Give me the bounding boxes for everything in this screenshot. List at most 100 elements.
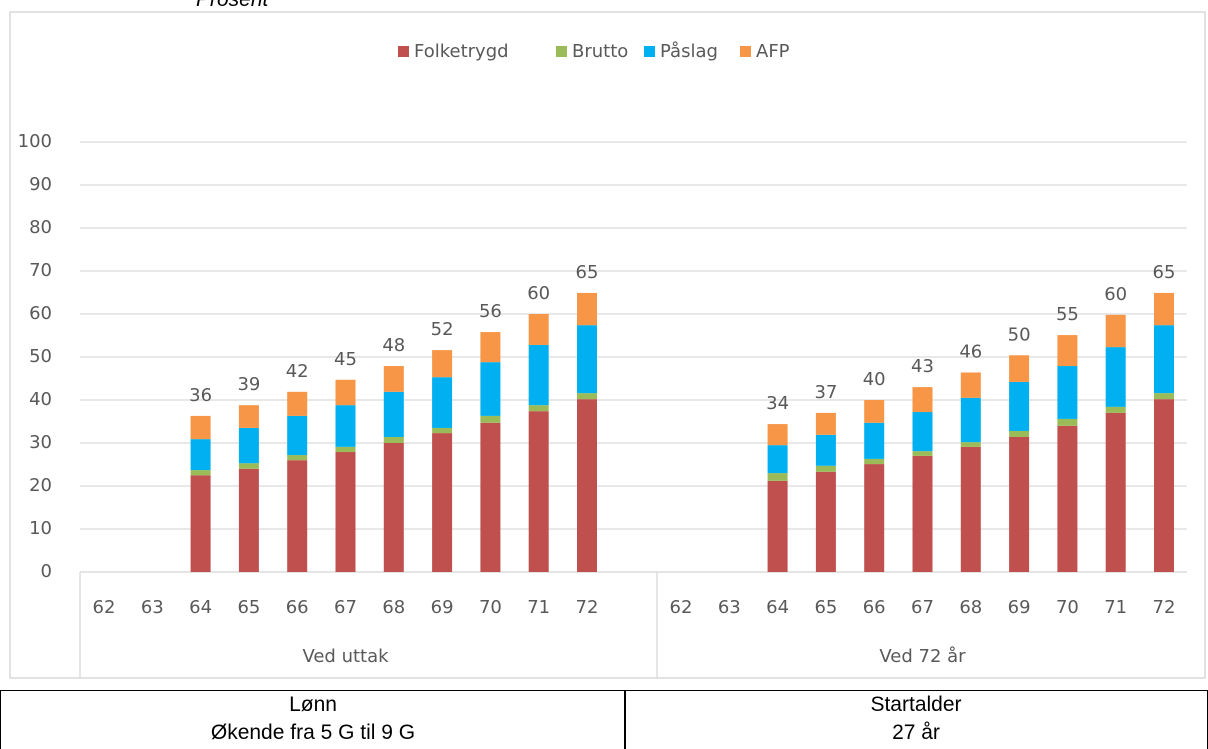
bar-segment [238,468,259,572]
bar-segment [335,452,356,572]
total-label: 43 [911,356,934,377]
y-tick-label: 30 [29,432,52,453]
y-tick-label: 40 [29,389,52,410]
y-tick-label: 10 [29,518,52,539]
bar-segment [864,458,885,465]
bar-segment [577,325,597,394]
bar-segment [190,439,211,471]
bar-segment [815,434,836,466]
cell-line: Startalder [870,693,962,716]
x-tick-label: 64 [189,597,212,618]
bar-segment [1105,347,1126,407]
bar-segment [864,464,885,572]
cell-line: Økende fra 5 G til 9 G [210,721,416,744]
bar-segment [1154,399,1174,572]
table-cell: Lønn Økende fra 5 G til 9 G [0,690,626,749]
x-tick-label: 62 [93,597,116,618]
x-tick-label: 69 [1008,597,1031,618]
legend-label: Påslag [660,41,718,62]
total-label: 65 [1153,262,1176,283]
bar-segment [1057,335,1078,367]
x-tick-label: 65 [237,597,260,618]
total-label: 39 [237,374,260,395]
table-cell: Startalder 27 år [624,690,1208,749]
legend-swatch [740,46,751,57]
total-label: 55 [1056,304,1079,325]
bar-segment [912,412,933,452]
bar-segment [480,332,501,363]
total-label: 52 [431,319,454,340]
bar-segment [190,475,211,572]
bar-segment [335,405,356,447]
bar-segment [383,436,404,443]
bar-segment [960,442,981,447]
legend-swatch [398,46,409,57]
bar-segment [1009,430,1030,437]
bar-segment [528,411,549,572]
bar-segment [383,391,404,437]
x-tick-label: 67 [911,597,934,618]
y-tick-label: 0 [41,561,52,582]
bar-segment [767,473,788,481]
group-label: Ved 72 år [879,646,966,667]
bar-segment [238,463,259,469]
bar-segment [528,344,549,406]
chart-border [9,11,1206,679]
bar-segment [190,415,211,440]
y-tick-label: 90 [29,174,52,195]
bar-segment [238,427,259,464]
total-label: 36 [189,385,212,406]
table: Lønn Økende fra 5 G til 9 G Startalder 2… [0,690,1208,749]
bar-segment [912,387,933,413]
bar-segment [1154,292,1174,326]
bar-segment [238,405,259,428]
bar-segment [528,314,549,345]
bar-segment [815,412,836,435]
bar-segment [577,399,597,572]
bar-segment [528,405,549,412]
x-tick-label: 71 [1104,597,1127,618]
total-label: 60 [1104,284,1127,305]
bar-segment [287,460,308,572]
x-tick-label: 67 [334,597,357,618]
x-tick-label: 68 [382,597,405,618]
y-axis-label: Prosent [196,0,268,12]
bar-segment [1057,425,1078,572]
bar-segment [383,443,404,572]
bar-segment [960,446,981,572]
x-tick-label: 70 [1056,597,1079,618]
bar-segment [190,470,211,476]
total-label: 65 [576,262,599,283]
bar-segment [480,422,501,572]
x-tick-label: 63 [141,597,164,618]
bar-segment [1009,381,1030,431]
legend-swatch [644,46,655,57]
x-tick-label: 69 [431,597,454,618]
bar-segment [1105,412,1126,572]
bar-segment [383,366,404,392]
bar-segment [1009,355,1030,382]
bar-segment [1009,436,1030,572]
x-tick-label: 65 [814,597,837,618]
bar-segment [287,391,308,416]
chart: 0 10 20 30 40 50 60 70 80 90 100 Ved uttak Ved 72 år… [9,11,1206,679]
total-label: 37 [814,382,837,403]
legend-label: Brutto [572,41,628,62]
bar-segment [287,415,308,456]
x-tick-label: 66 [863,597,886,618]
bar-segment [767,480,788,572]
bar-segment [767,424,788,446]
total-label: 56 [479,301,502,322]
cell-line: 27 år [892,721,940,744]
cell-line: Lønn [289,693,337,716]
x-tick-label: 71 [527,597,550,618]
total-label: 50 [1008,324,1031,345]
bar-segment [577,393,597,400]
bar-segment [1154,325,1174,394]
legend-label: AFP [756,41,790,62]
bar-segment [1105,406,1126,413]
x-tick-label: 64 [766,597,789,618]
total-label: 40 [863,369,886,390]
y-tick-label: 20 [29,475,52,496]
y-tick-label: 70 [29,260,52,281]
